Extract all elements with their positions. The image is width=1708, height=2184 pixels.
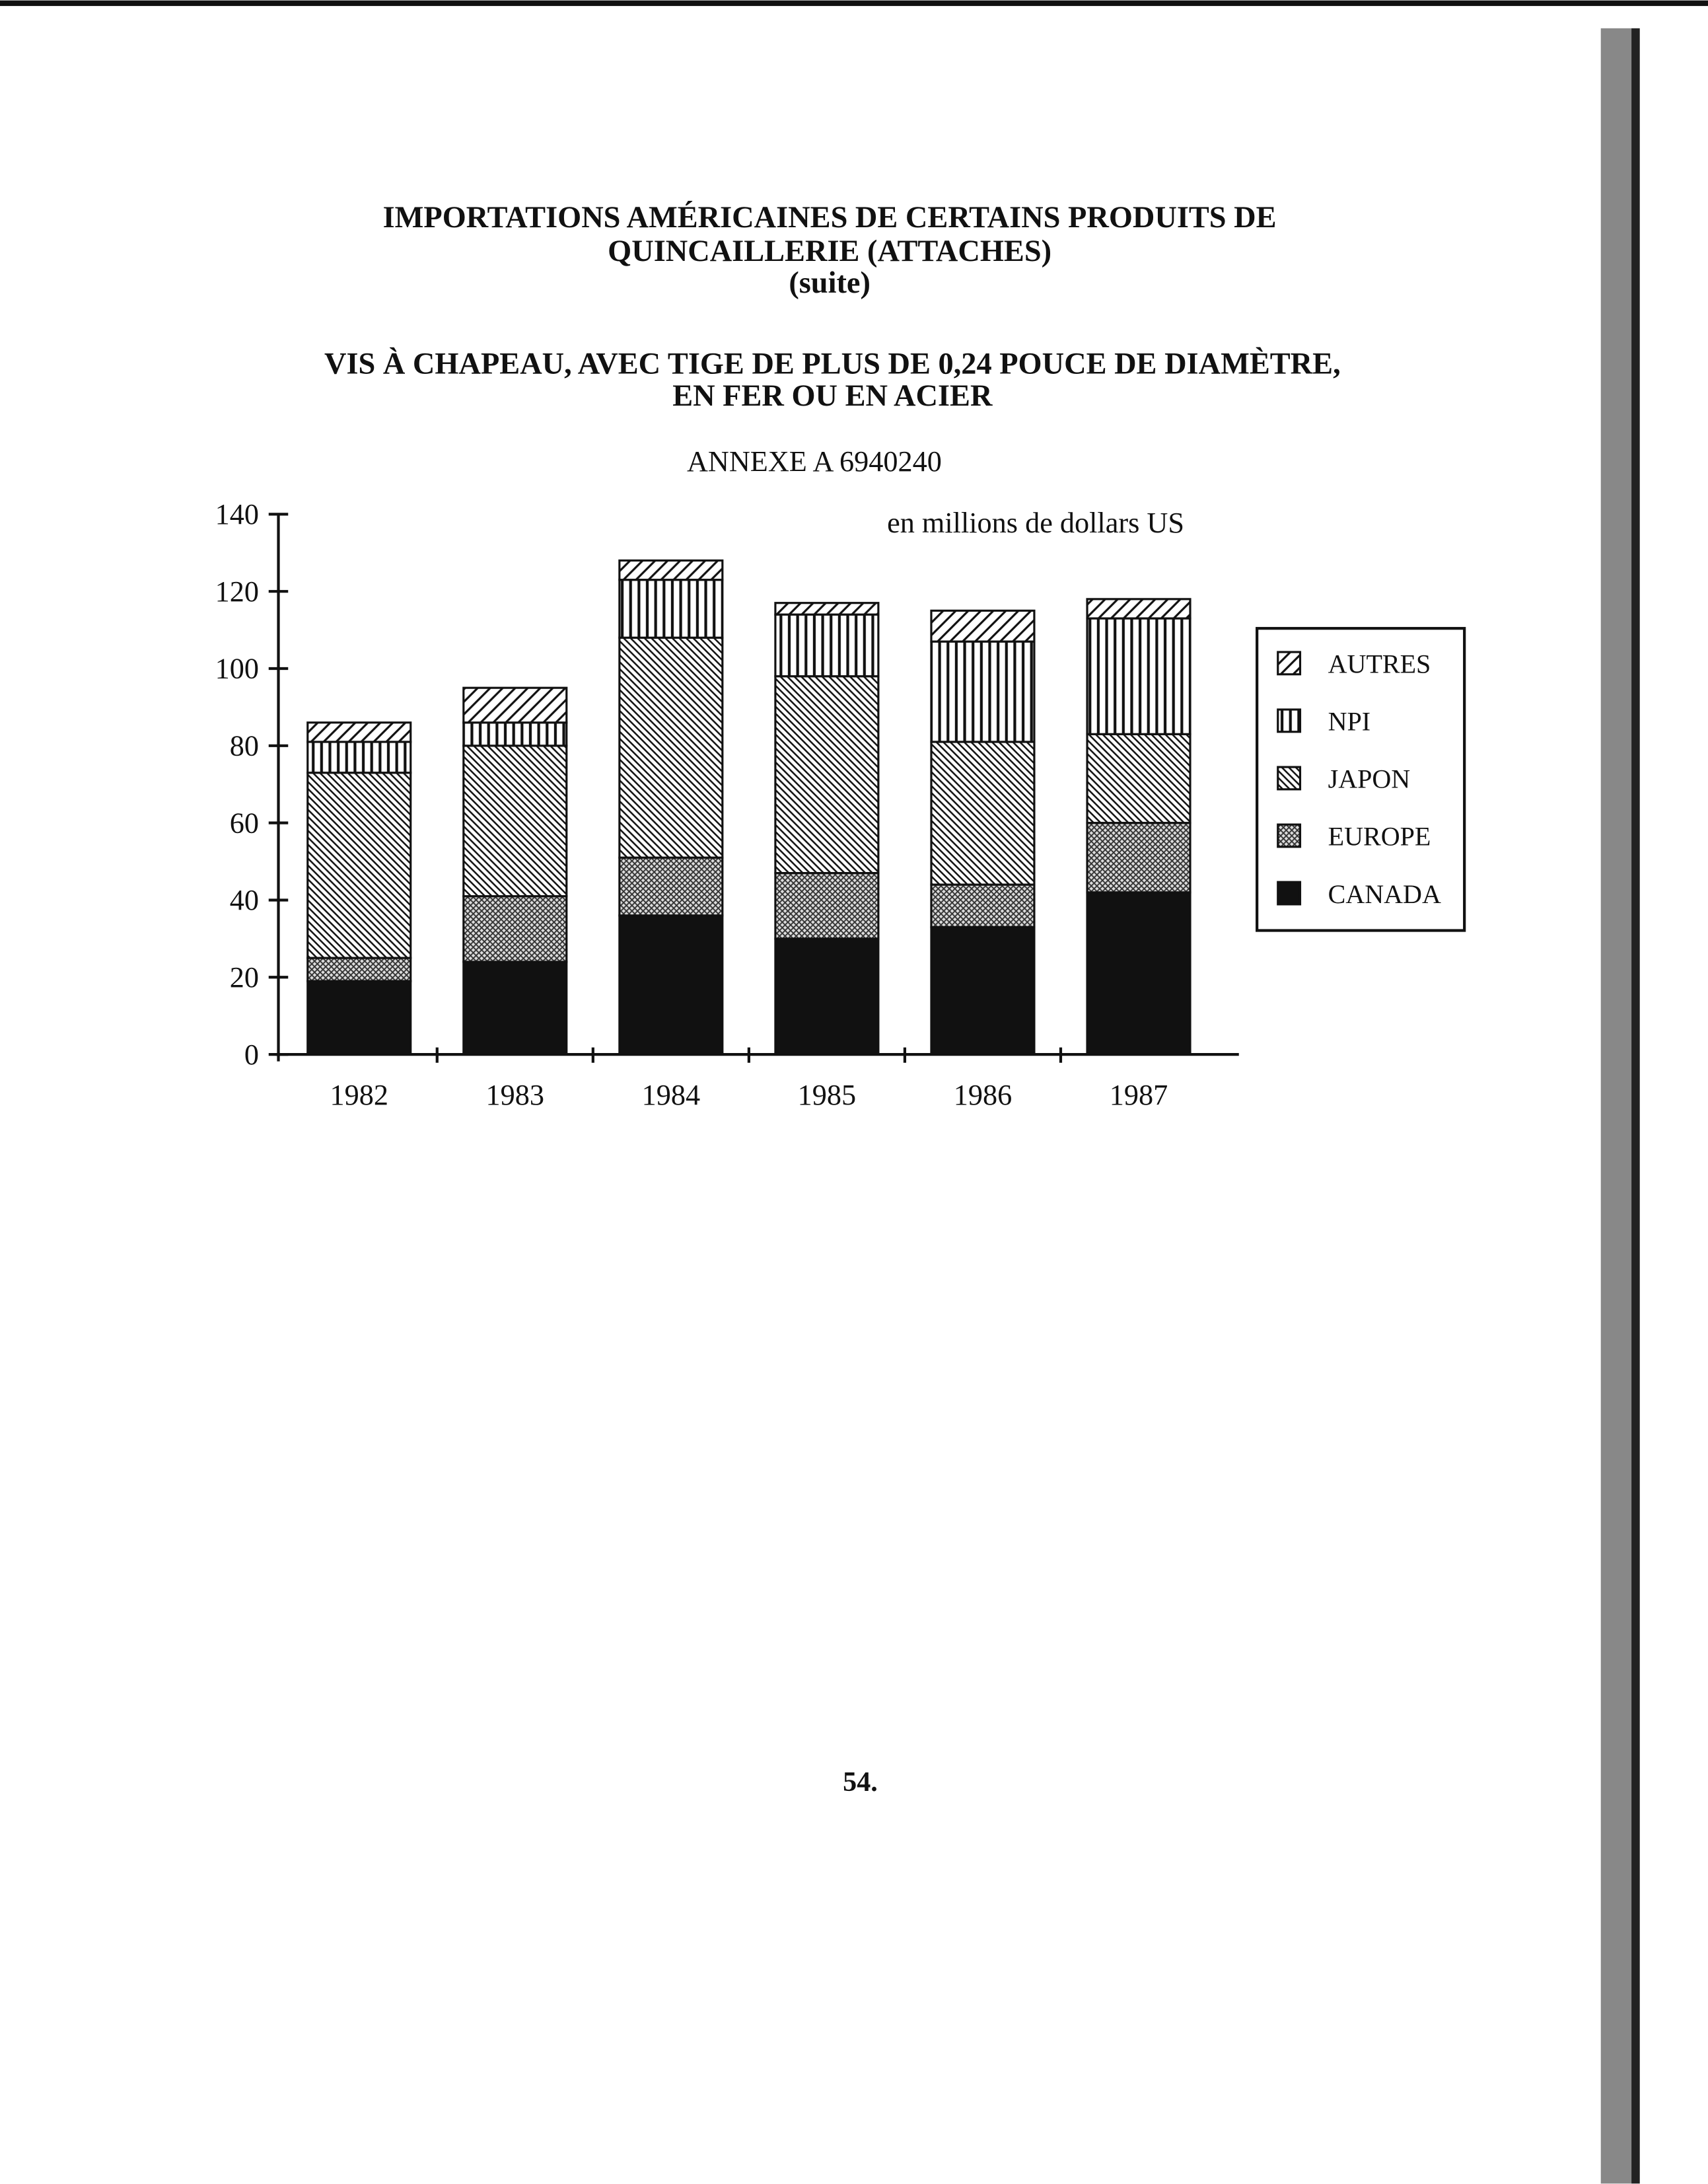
- bar-segment: [774, 937, 880, 1056]
- scan-edge: [1631, 28, 1640, 2184]
- bar-segment: [930, 883, 1036, 928]
- bar-segment: [1086, 822, 1192, 894]
- legend-label: JAPON: [1328, 764, 1411, 794]
- bar-segment: [930, 741, 1036, 886]
- title: QUINCAILLERIE (ATTACHES): [608, 235, 1051, 268]
- x-tick-label: 1982: [330, 1079, 389, 1111]
- bar-segment: [306, 741, 412, 774]
- y-tick-label: 140: [215, 498, 259, 530]
- x-tick-label: 1983: [486, 1079, 545, 1111]
- bar-segment: [462, 745, 568, 898]
- legend-label: EUROPE: [1328, 822, 1431, 852]
- legend-swatch: [1277, 823, 1302, 848]
- bar-segment: [774, 602, 880, 616]
- subtitle: VIS À CHAPEAU, AVEC TIGE DE PLUS DE 0,24…: [324, 347, 1341, 381]
- bar-segment: [618, 559, 724, 581]
- bar-segment: [618, 914, 724, 1056]
- annex: ANNEXE A 6940240: [687, 445, 942, 478]
- scan-edge: [1600, 28, 1632, 2184]
- bar-segment: [306, 772, 412, 959]
- bar-segment: [462, 961, 568, 1056]
- bar-segment: [1086, 733, 1192, 824]
- bar-segment: [774, 871, 880, 940]
- y-tick-label: 0: [244, 1038, 259, 1071]
- legend-swatch: [1277, 881, 1302, 906]
- subtitle: EN FER OU EN ACIER: [672, 379, 993, 413]
- scan-edge: [0, 0, 1708, 7]
- title: IMPORTATIONS AMÉRICAINES DE CERTAINS PRO…: [383, 201, 1277, 235]
- bar-segment: [1086, 617, 1192, 735]
- bar-segment: [618, 579, 724, 639]
- bar-segment: [930, 926, 1036, 1056]
- legend-label: CANADA: [1328, 879, 1441, 909]
- legend-swatch: [1277, 651, 1302, 676]
- bar-segment: [1086, 891, 1192, 1056]
- bar-segment: [930, 609, 1036, 643]
- bar-segment: [306, 980, 412, 1056]
- bar-segment: [774, 613, 880, 678]
- title: (suite): [789, 266, 871, 300]
- page-number: 54.: [843, 1766, 878, 1798]
- bar-segment: [930, 640, 1036, 743]
- y-tick-label: 40: [230, 884, 259, 916]
- x-tick-label: 1985: [798, 1079, 856, 1111]
- x-tick-label: 1984: [642, 1079, 701, 1111]
- y-tick-label: 120: [215, 575, 259, 608]
- bar-segment: [618, 636, 724, 859]
- bar-segment: [306, 957, 412, 982]
- y-tick-label: 20: [230, 961, 259, 994]
- legend-label: AUTRES: [1328, 649, 1431, 679]
- bar-segment: [462, 895, 568, 963]
- bar-segment: [306, 721, 412, 743]
- y-tick-label: 80: [230, 730, 259, 762]
- x-tick-label: 1987: [1110, 1079, 1168, 1111]
- legend-swatch: [1277, 766, 1302, 791]
- y-tick-label: 100: [215, 653, 259, 685]
- bar-segment: [774, 675, 880, 875]
- legend-label: NPI: [1328, 707, 1371, 737]
- y-tick-label: 60: [230, 807, 259, 839]
- bar-segment: [1086, 598, 1192, 620]
- bar-segment: [462, 721, 568, 747]
- legend-swatch: [1277, 708, 1302, 733]
- x-tick-label: 1986: [954, 1079, 1013, 1111]
- unit-label: en millions de dollars US: [887, 507, 1184, 539]
- bar-segment: [462, 686, 568, 724]
- bar-segment: [618, 856, 724, 917]
